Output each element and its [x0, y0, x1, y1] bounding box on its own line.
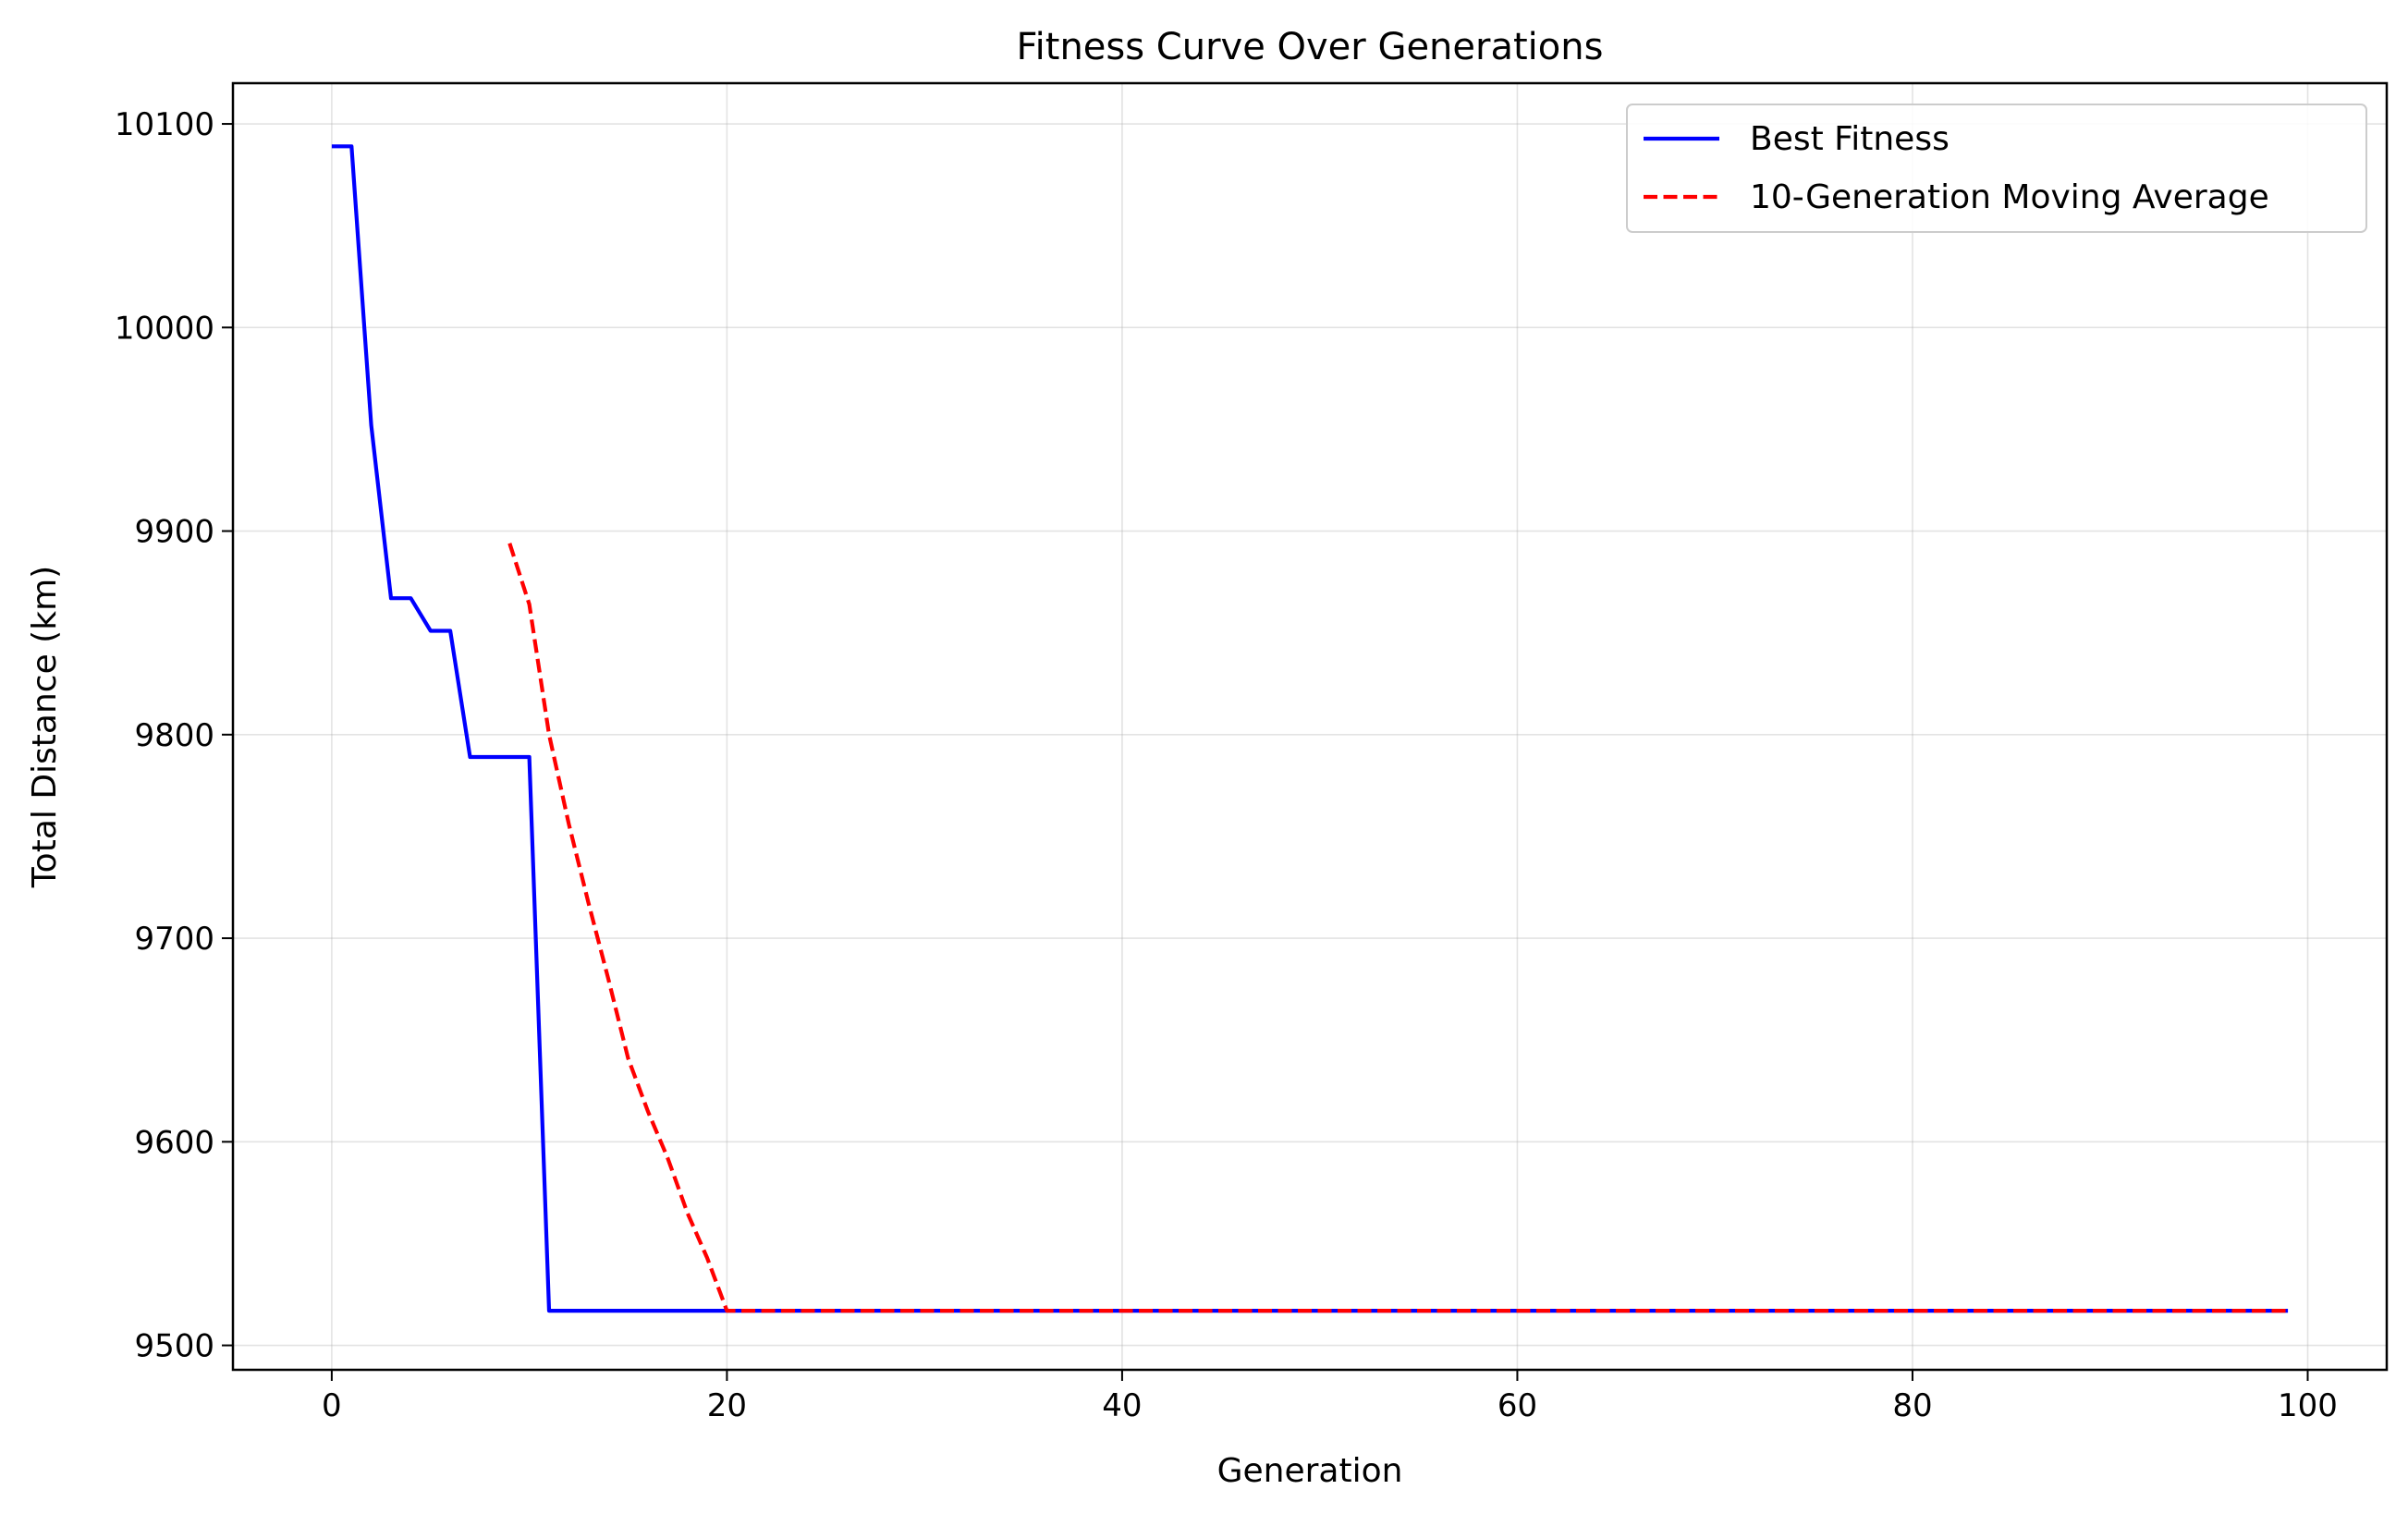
x-tick-label: 100	[2278, 1387, 2338, 1424]
y-tick-label: 9800	[134, 717, 214, 754]
y-tick-label: 9900	[134, 514, 214, 551]
legend: Best Fitness 10-Generation Moving Average	[1626, 104, 2367, 233]
x-tick-label: 60	[1497, 1387, 1537, 1424]
legend-label: 10-Generation Moving Average	[1750, 178, 2269, 216]
y-tick-label: 9700	[134, 921, 214, 958]
y-tick-label: 9600	[134, 1124, 214, 1161]
series-lines	[331, 144, 2289, 1313]
legend-label: Best Fitness	[1750, 120, 1950, 158]
plot-frame	[231, 81, 2389, 1372]
legend-box	[1626, 104, 2367, 233]
x-tick-label: 80	[1892, 1387, 1932, 1424]
series-line-1	[331, 144, 2289, 1313]
x-tick-label: 20	[707, 1387, 747, 1424]
chart-title: Fitness Curve Over Generations	[1017, 26, 1604, 68]
y-tick-label: 10000	[115, 310, 214, 347]
x-tick-label: 40	[1102, 1387, 1142, 1424]
x-axis-label: Generation	[1217, 1452, 1403, 1490]
x-tick-label: 0	[322, 1387, 342, 1424]
series-line-2	[507, 543, 2289, 1313]
y-axis-label: Total Distance (km)	[26, 566, 64, 888]
y-tick-label: 9500	[134, 1328, 214, 1365]
axis-ticks: 0 20 40 60 80 100 9500 9600 9700 9800 9900 10000 101…	[115, 106, 2338, 1424]
y-tick-label: 10100	[115, 106, 214, 143]
grid-lines	[233, 83, 2387, 1370]
